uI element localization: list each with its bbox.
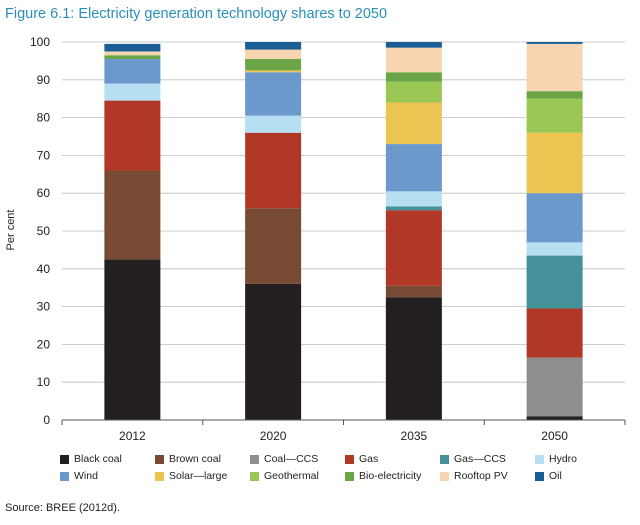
legend-item: Brown coal (155, 453, 250, 465)
y-tick-label: 60 (37, 186, 51, 200)
bar-segment (245, 42, 302, 50)
legend: Black coal Brown coal Coal—CCS Gas Gas—CCS Hy… (60, 453, 630, 482)
bar-segment (104, 55, 161, 60)
legend-swatch (250, 454, 259, 464)
legend-item: Solar—large (155, 470, 250, 482)
legend-item: Wind (60, 470, 155, 482)
legend-swatch (60, 454, 69, 464)
legend-label: Wind (74, 470, 98, 482)
bar-segment (245, 115, 302, 133)
y-tick-label: 0 (43, 413, 50, 427)
bar-segment (385, 210, 442, 286)
legend-swatch (440, 471, 449, 481)
legend-item: Hydro (535, 453, 630, 465)
y-tick-label: 80 (37, 111, 51, 125)
legend-item: Rooftop PV (440, 470, 535, 482)
legend-label: Oil (549, 470, 562, 482)
x-tick-label: 2020 (260, 429, 287, 443)
bar-segment (245, 132, 302, 209)
bar-segment (385, 206, 442, 211)
legend-swatch (535, 454, 544, 464)
legend-label: Coal—CCS (264, 453, 319, 465)
legend-label: Solar—large (169, 470, 228, 482)
y-axis-label: Per cent (5, 210, 17, 251)
y-tick-label: 40 (37, 262, 51, 276)
bar-segment (526, 308, 583, 358)
legend-item: Oil (535, 470, 630, 482)
legend-label: Gas (359, 453, 379, 465)
legend-label: Geothermal (264, 470, 319, 482)
bar-segment (104, 170, 161, 260)
bar-segment (526, 242, 583, 256)
legend-item: Bio-electricity (345, 470, 440, 482)
y-tick-label: 30 (37, 300, 51, 314)
legend-swatch (250, 471, 259, 481)
bar-segment (526, 98, 583, 133)
bar-segment (385, 47, 442, 73)
bar-segment (245, 72, 302, 116)
axes: 0 10 20 30 40 50 60 70 80 90 100 2012 2020 2035 2050 (30, 35, 626, 443)
legend-label: Hydro (549, 453, 578, 465)
legend-label: Rooftop PV (454, 470, 508, 482)
bar-segment (385, 144, 442, 192)
x-tick-label: 2035 (401, 429, 428, 443)
legend-swatch (535, 471, 544, 481)
bar-segment (526, 42, 583, 44)
legend-swatch (345, 454, 354, 464)
bar-segment (526, 43, 583, 92)
legend-swatch (155, 454, 164, 464)
bar-segment (245, 283, 302, 420)
bar-segment (385, 72, 442, 82)
bar-segment (104, 43, 161, 52)
bar-segment (245, 49, 302, 60)
legend-item: Gas (345, 453, 440, 465)
bar-segment (385, 285, 442, 298)
bar-segment (385, 102, 442, 145)
bar-segment (385, 191, 442, 207)
bar-segment (526, 255, 583, 309)
y-tick-label: 70 (37, 148, 51, 162)
x-tick-label: 2050 (541, 429, 568, 443)
bar-segment (104, 259, 161, 420)
bar-segment (526, 193, 583, 243)
legend-item: Geothermal (250, 470, 345, 482)
bar-segment (526, 416, 583, 420)
bar-segment (526, 91, 583, 99)
legend-label: Gas—CCS (454, 453, 506, 465)
legend-swatch (345, 471, 354, 481)
bar-segment (526, 132, 583, 194)
legend-swatch (155, 471, 164, 481)
bar-segment (245, 59, 302, 71)
legend-item: Coal—CCS (250, 453, 345, 465)
bar-segment (385, 81, 442, 103)
stacked-bar-chart: 0 10 20 30 40 50 60 70 80 90 100 2012 2020 2035 2050 P… (5, 35, 626, 443)
source-note: Source: BREE (2012d). (5, 502, 120, 514)
x-tick-label: 2012 (119, 429, 146, 443)
y-tick-label: 90 (37, 73, 51, 87)
bar-segment (385, 42, 442, 48)
legend-item: Gas—CCS (440, 453, 535, 465)
bar-segment (104, 59, 161, 84)
figure-title: Figure 6.1: Electricity generation techn… (5, 6, 388, 22)
legend-swatch (60, 471, 69, 481)
bar-segment (526, 357, 583, 417)
legend-label: Bio-electricity (359, 470, 422, 482)
bar-segment (104, 83, 161, 101)
legend-swatch (440, 454, 449, 464)
y-tick-label: 50 (37, 224, 51, 238)
y-tick-label: 100 (30, 35, 50, 49)
legend-label: Brown coal (169, 453, 221, 465)
y-tick-label: 20 (37, 337, 51, 351)
bar-segment (385, 297, 442, 420)
bars (104, 42, 583, 420)
bar-segment (104, 51, 161, 56)
bar-segment (245, 208, 302, 284)
bar-segment (245, 70, 302, 73)
legend-item: Black coal (60, 453, 155, 465)
bar-segment (104, 100, 161, 171)
legend-label: Black coal (74, 453, 122, 465)
y-tick-label: 10 (37, 375, 51, 389)
